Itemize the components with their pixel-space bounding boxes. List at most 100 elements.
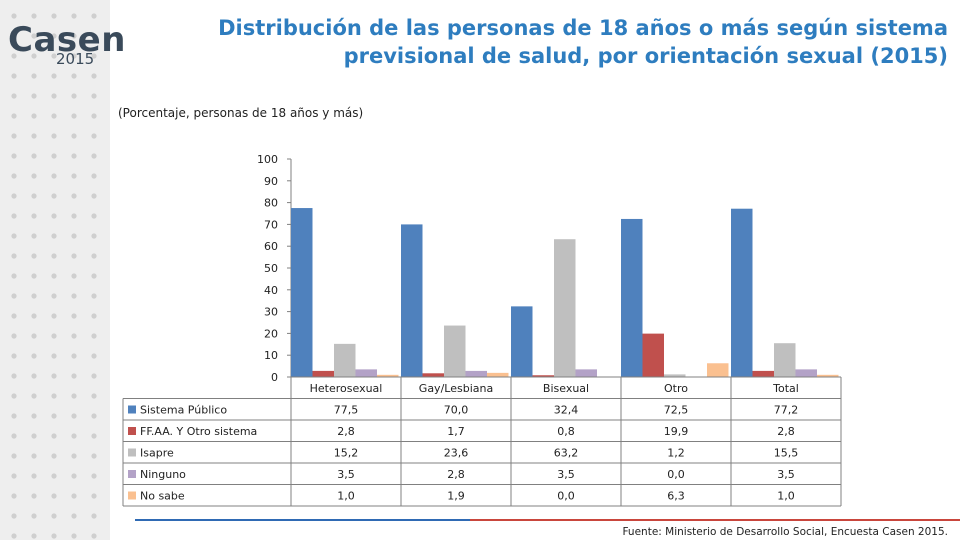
pattern-dot: [31, 13, 37, 19]
data-label: 0,8: [557, 425, 575, 438]
y-tick-label: 10: [264, 349, 278, 362]
data-label: 1,9: [447, 490, 465, 503]
pattern-dot: [71, 173, 77, 179]
pattern-dot: [11, 53, 17, 59]
pattern-dot: [71, 333, 77, 339]
pattern-dot: [31, 113, 37, 119]
pattern-dot: [91, 313, 97, 319]
pattern-dot: [51, 313, 57, 319]
data-label: 2,8: [447, 468, 465, 481]
pattern-dot: [71, 33, 77, 39]
pattern-dot: [91, 213, 97, 219]
pattern-dot: [11, 173, 17, 179]
legend-label: FF.AA. Y Otro sistema: [140, 425, 257, 438]
pattern-dot: [51, 233, 57, 239]
legend-label: Ninguno: [140, 468, 186, 481]
logo-year: 2015: [56, 50, 95, 68]
pattern-dot: [91, 113, 97, 119]
sidebar-panel: Casen 2015: [0, 0, 125, 540]
pattern-dot: [91, 233, 97, 239]
bar-sistema-p-blico-1: [401, 224, 423, 377]
y-tick-label: 60: [264, 240, 278, 253]
pattern-dot: [11, 353, 17, 359]
pattern-dot: [11, 253, 17, 259]
pattern-dot: [51, 53, 57, 59]
pattern-dot: [91, 273, 97, 279]
pattern-dot: [11, 213, 17, 219]
legend-key: [128, 427, 136, 435]
x-category-label: Bisexual: [543, 382, 589, 395]
pattern-dot: [91, 533, 97, 539]
pattern-dot: [31, 93, 37, 99]
pattern-dot: [51, 413, 57, 419]
pattern-dot: [31, 373, 37, 379]
pattern-dot: [91, 413, 97, 419]
pattern-dot: [51, 93, 57, 99]
x-category-label: Total: [772, 382, 799, 395]
pattern-dot: [51, 393, 57, 399]
pattern-dot: [11, 273, 17, 279]
data-label: 77,2: [774, 404, 799, 417]
pattern-dot: [31, 533, 37, 539]
legend-label: No sabe: [140, 490, 185, 503]
pattern-dot: [51, 113, 57, 119]
pattern-dot: [11, 193, 17, 199]
pattern-dot: [51, 13, 57, 19]
pattern-dot: [31, 73, 37, 79]
pattern-dot: [51, 73, 57, 79]
pattern-dot: [91, 453, 97, 459]
pattern-dot: [91, 493, 97, 499]
legend-label: Sistema Público: [140, 404, 227, 417]
pattern-dot: [91, 293, 97, 299]
pattern-dot: [91, 73, 97, 79]
pattern-dot: [71, 153, 77, 159]
pattern-dot: [31, 173, 37, 179]
pattern-dot: [51, 473, 57, 479]
pattern-dot: [11, 73, 17, 79]
pattern-dot: [71, 393, 77, 399]
pattern-dot: [71, 133, 77, 139]
pattern-dot: [31, 33, 37, 39]
pattern-dot: [31, 493, 37, 499]
pattern-dot: [31, 273, 37, 279]
chart-subtitle: (Porcentaje, personas de 18 años y más): [118, 106, 364, 120]
data-label: 3,5: [337, 468, 355, 481]
pattern-dot: [11, 513, 17, 519]
pattern-dot: [51, 133, 57, 139]
bar-ninguno-4: [795, 369, 817, 377]
pattern-dot: [31, 333, 37, 339]
pattern-dot: [71, 13, 77, 19]
y-tick-label: 100: [257, 153, 278, 166]
pattern-dot: [71, 193, 77, 199]
data-label: 0,0: [667, 468, 685, 481]
bar-sistema-p-blico-3: [621, 218, 643, 377]
pattern-dot: [31, 433, 37, 439]
data-label: 77,5: [334, 404, 359, 417]
bar-ninguno-2: [575, 369, 597, 377]
footer-rule-blue: [135, 519, 470, 521]
pattern-dot: [51, 173, 57, 179]
pattern-dot: [71, 413, 77, 419]
pattern-dot: [71, 433, 77, 439]
pattern-dot: [71, 313, 77, 319]
bar-ff-aa-y-otro-sistema-0: [312, 370, 334, 377]
pattern-dot: [91, 333, 97, 339]
pattern-dot: [11, 133, 17, 139]
data-label: 32,4: [554, 404, 579, 417]
pattern-dot: [91, 193, 97, 199]
footer-rule-red: [470, 519, 960, 521]
pattern-dot: [31, 293, 37, 299]
pattern-dot: [71, 213, 77, 219]
pattern-dot: [31, 313, 37, 319]
pattern-dot: [91, 13, 97, 19]
pattern-dot: [31, 413, 37, 419]
pattern-dot: [51, 493, 57, 499]
bar-no-sabe-3: [707, 363, 729, 377]
pattern-dot: [11, 93, 17, 99]
pattern-dot: [11, 413, 17, 419]
bar-ff-aa-y-otro-sistema-2: [532, 375, 554, 377]
bar-isapre-2: [554, 239, 576, 377]
logo-wordmark: Casen: [8, 20, 126, 60]
pattern-dot: [71, 353, 77, 359]
pattern-dot: [31, 453, 37, 459]
